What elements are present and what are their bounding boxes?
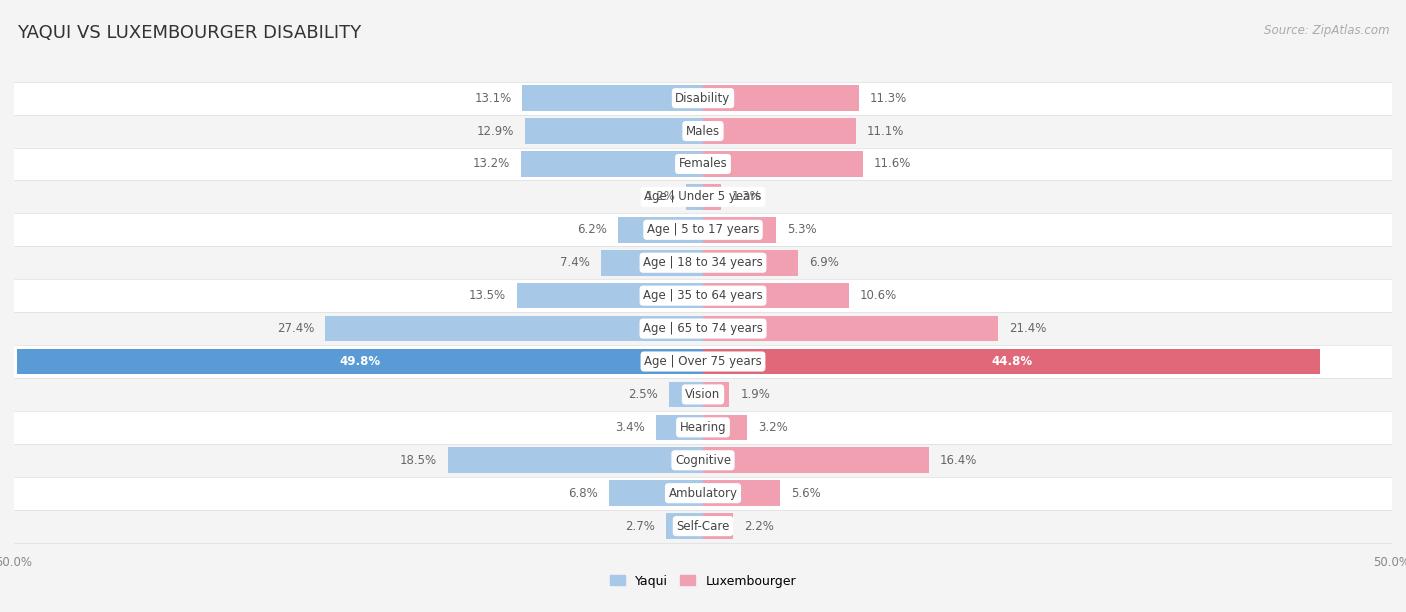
- Text: Hearing: Hearing: [679, 421, 727, 434]
- Bar: [703, 447, 929, 473]
- Bar: [325, 316, 703, 341]
- Text: 11.3%: 11.3%: [870, 92, 907, 105]
- Bar: [14, 510, 1392, 543]
- Text: Males: Males: [686, 125, 720, 138]
- Text: 13.1%: 13.1%: [474, 92, 512, 105]
- Text: 12.9%: 12.9%: [477, 125, 515, 138]
- Text: 1.9%: 1.9%: [740, 388, 770, 401]
- Text: 44.8%: 44.8%: [991, 355, 1032, 368]
- Bar: [666, 513, 703, 539]
- Text: YAQUI VS LUXEMBOURGER DISABILITY: YAQUI VS LUXEMBOURGER DISABILITY: [17, 24, 361, 42]
- Bar: [703, 414, 747, 440]
- Text: Disability: Disability: [675, 92, 731, 105]
- Text: 5.6%: 5.6%: [792, 487, 821, 499]
- Bar: [703, 118, 856, 144]
- Bar: [703, 382, 730, 407]
- Bar: [517, 283, 703, 308]
- Bar: [703, 349, 1320, 375]
- Text: Age | 35 to 64 years: Age | 35 to 64 years: [643, 289, 763, 302]
- Bar: [703, 250, 799, 275]
- Bar: [449, 447, 703, 473]
- Text: 2.2%: 2.2%: [744, 520, 775, 532]
- Text: 6.8%: 6.8%: [568, 487, 599, 499]
- Bar: [703, 217, 776, 242]
- Bar: [14, 246, 1392, 279]
- Bar: [14, 147, 1392, 181]
- Bar: [703, 513, 734, 539]
- Text: Females: Females: [679, 157, 727, 171]
- Text: Age | Over 75 years: Age | Over 75 years: [644, 355, 762, 368]
- Text: Source: ZipAtlas.com: Source: ZipAtlas.com: [1264, 24, 1389, 37]
- Bar: [14, 345, 1392, 378]
- Text: Ambulatory: Ambulatory: [668, 487, 738, 499]
- Text: 1.3%: 1.3%: [733, 190, 762, 203]
- Text: 2.5%: 2.5%: [628, 388, 658, 401]
- Bar: [14, 444, 1392, 477]
- Bar: [526, 118, 703, 144]
- Text: Age | Under 5 years: Age | Under 5 years: [644, 190, 762, 203]
- Bar: [14, 114, 1392, 147]
- Bar: [703, 184, 721, 210]
- Bar: [523, 85, 703, 111]
- Bar: [600, 250, 703, 275]
- Bar: [522, 151, 703, 177]
- Bar: [703, 151, 863, 177]
- Bar: [14, 214, 1392, 246]
- Bar: [703, 283, 849, 308]
- Bar: [609, 480, 703, 506]
- Text: 5.3%: 5.3%: [787, 223, 817, 236]
- Bar: [14, 81, 1392, 114]
- Text: 49.8%: 49.8%: [339, 355, 381, 368]
- Text: 3.4%: 3.4%: [616, 421, 645, 434]
- Text: 21.4%: 21.4%: [1010, 322, 1046, 335]
- Bar: [686, 184, 703, 210]
- Text: 1.2%: 1.2%: [645, 190, 675, 203]
- Text: Age | 5 to 17 years: Age | 5 to 17 years: [647, 223, 759, 236]
- Text: Cognitive: Cognitive: [675, 453, 731, 467]
- Bar: [617, 217, 703, 242]
- Text: 10.6%: 10.6%: [860, 289, 897, 302]
- Text: 3.2%: 3.2%: [758, 421, 787, 434]
- Text: Age | 18 to 34 years: Age | 18 to 34 years: [643, 256, 763, 269]
- Bar: [669, 382, 703, 407]
- Text: 13.2%: 13.2%: [472, 157, 510, 171]
- Text: Age | 65 to 74 years: Age | 65 to 74 years: [643, 322, 763, 335]
- Bar: [703, 316, 998, 341]
- Bar: [703, 480, 780, 506]
- Text: Self-Care: Self-Care: [676, 520, 730, 532]
- Text: 7.4%: 7.4%: [560, 256, 591, 269]
- Bar: [14, 378, 1392, 411]
- Text: 13.5%: 13.5%: [468, 289, 506, 302]
- Text: 6.9%: 6.9%: [808, 256, 839, 269]
- Bar: [17, 349, 703, 375]
- Bar: [14, 181, 1392, 214]
- Text: Vision: Vision: [685, 388, 721, 401]
- Bar: [14, 312, 1392, 345]
- Bar: [657, 414, 703, 440]
- Bar: [703, 85, 859, 111]
- Bar: [14, 477, 1392, 510]
- Text: 11.6%: 11.6%: [875, 157, 911, 171]
- Legend: Yaqui, Luxembourger: Yaqui, Luxembourger: [610, 575, 796, 588]
- Text: 2.7%: 2.7%: [624, 520, 655, 532]
- Bar: [14, 411, 1392, 444]
- Text: 16.4%: 16.4%: [941, 453, 977, 467]
- Text: 6.2%: 6.2%: [576, 223, 606, 236]
- Text: 27.4%: 27.4%: [277, 322, 315, 335]
- Bar: [14, 279, 1392, 312]
- Text: 11.1%: 11.1%: [868, 125, 904, 138]
- Text: 18.5%: 18.5%: [399, 453, 437, 467]
